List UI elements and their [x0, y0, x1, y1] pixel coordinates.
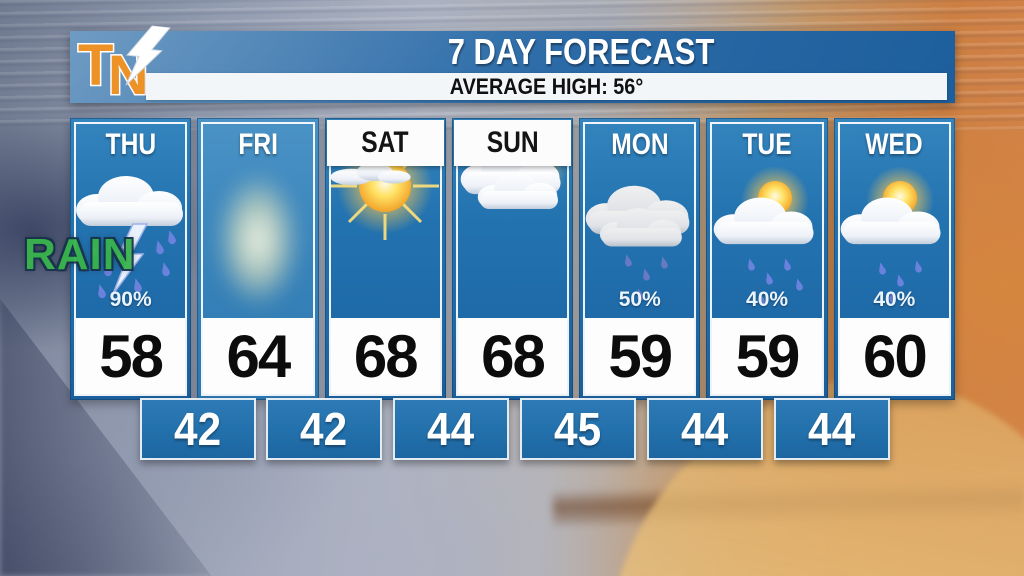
precip-chance: 50% [618, 288, 661, 311]
precip-chance: 40% [873, 288, 916, 311]
high-temp: 64 [203, 318, 313, 394]
background-orange-band [552, 482, 1024, 526]
high-temp: 59 [712, 318, 822, 394]
high-temp: 60 [839, 318, 949, 394]
low-temp-box: 42 [140, 398, 256, 460]
day-header-weekend: SUN [453, 120, 572, 166]
icon-area [585, 166, 694, 302]
day-header: TUE [742, 128, 792, 161]
day-column-wed: WED 40% 60 [833, 118, 955, 400]
low-temp-box: 42 [266, 398, 382, 460]
hazy-sun-icon [215, 172, 300, 308]
day-header: FRI [238, 128, 278, 161]
high-temp: 68 [457, 318, 568, 394]
high-temp: 58 [76, 318, 186, 394]
title-area: 7 DAY FORECAST [220, 31, 943, 73]
day-column-fri: FRI 64 [197, 118, 319, 400]
precip-chance: 90% [109, 288, 152, 311]
low-temp-box: 45 [520, 398, 636, 460]
icon-area [840, 166, 949, 304]
logo-letter-t: T [76, 33, 114, 98]
precip-chance [203, 288, 312, 318]
day-column-sat: SAT [324, 118, 446, 400]
high-temp: 59 [585, 318, 695, 394]
average-high-label: AVERAGE HIGH: 56° [449, 73, 644, 99]
rain-annotation: RAIN [24, 230, 136, 279]
precip-chance: 40% [746, 288, 789, 311]
low-temp-box: 44 [774, 398, 890, 460]
day-header-weekend: SAT [326, 120, 444, 166]
low-temp-box: 44 [647, 398, 763, 460]
day-header: THU [105, 128, 156, 161]
page-title: 7 DAY FORECAST [448, 31, 715, 72]
day-column-sun: SUN 68 [451, 118, 574, 400]
day-column-mon: MON 50% 59 [579, 118, 701, 400]
icon-area [203, 166, 312, 308]
day-header: MON [611, 128, 669, 161]
day-column-tue: TUE 40% 59 [706, 118, 828, 400]
precip-chance [458, 288, 567, 318]
high-temp: 68 [330, 318, 440, 394]
tn-station-logo: T N [70, 25, 220, 104]
low-temp-box: 44 [393, 398, 509, 460]
day-header: WED [865, 128, 924, 161]
header-bar: T N 7 DAY FORECAST AVERAGE HIGH: 56° [70, 25, 955, 104]
precip-chance [331, 288, 440, 318]
average-high-strip: AVERAGE HIGH: 56° [146, 73, 947, 100]
overnight-lows-row: 42 42 44 45 44 44 [70, 398, 955, 460]
forecast-columns: THU 90% 58 [70, 118, 955, 400]
lightning-bolt-icon [125, 25, 172, 86]
icon-area [712, 166, 821, 306]
